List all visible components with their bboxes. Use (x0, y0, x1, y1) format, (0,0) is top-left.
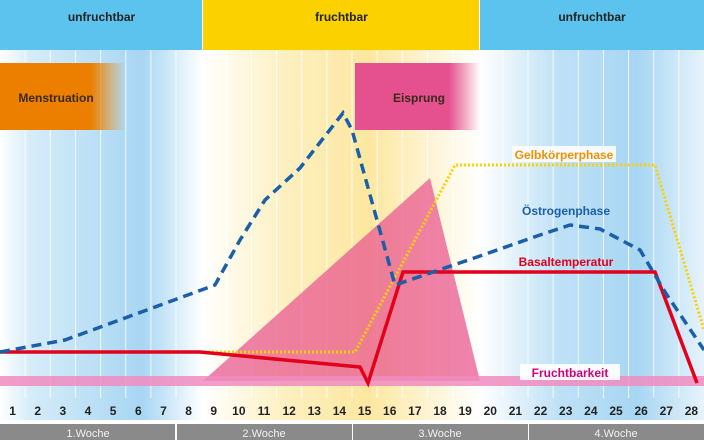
day-label: 25 (609, 404, 623, 418)
day-label: 2 (34, 404, 41, 418)
day-label: 24 (584, 404, 598, 418)
fertility-triangle (203, 178, 480, 381)
phase-band-label: unfruchtbar (558, 10, 626, 24)
fertility-band (0, 376, 704, 386)
fruchtbarkeit-label: Fruchtbarkeit (532, 366, 609, 380)
oestrogen-label: Östrogenphase (522, 203, 610, 218)
day-label: 4 (85, 404, 92, 418)
day-label: 18 (433, 404, 447, 418)
day-label: 16 (383, 404, 397, 418)
day-label: 11 (258, 404, 271, 418)
week-bar (353, 424, 528, 440)
week-label: 3.Woche (418, 428, 461, 440)
day-label: 21 (509, 404, 523, 418)
day-label: 12 (282, 404, 296, 418)
day-label: 10 (232, 404, 246, 418)
day-label: 13 (308, 404, 322, 418)
day-label: 3 (60, 404, 67, 418)
day-label: 9 (210, 404, 217, 418)
day-label: 5 (110, 404, 117, 418)
day-label: 15 (358, 404, 372, 418)
week-label: 4.Woche (594, 428, 637, 440)
phase-band-label: unfruchtbar (68, 10, 136, 24)
day-label: 17 (408, 404, 422, 418)
event-box (355, 63, 480, 130)
event-box (0, 63, 126, 130)
day-label: 8 (185, 404, 192, 418)
day-label: 22 (534, 404, 548, 418)
phase-band (0, 0, 202, 50)
day-label: 14 (333, 404, 347, 418)
day-label: 1 (9, 404, 16, 418)
gelbkoerper-curve (0, 163, 704, 354)
week-bar (0, 424, 175, 440)
day-label: 23 (559, 404, 573, 418)
day-label: 6 (135, 404, 142, 418)
phase-band (203, 0, 479, 50)
background-infertile-2 (480, 50, 704, 420)
day-label: 28 (685, 404, 699, 418)
day-label: 19 (458, 404, 472, 418)
gelbkoerper-label: Gelbkörperphase (515, 148, 614, 162)
day-label: 7 (160, 404, 167, 418)
event-label: Menstruation (18, 91, 93, 105)
day-label: 27 (660, 404, 674, 418)
day-label: 20 (484, 404, 498, 418)
day-label: 26 (634, 404, 648, 418)
week-label: 2.Woche (242, 428, 285, 440)
week-bar (529, 424, 704, 440)
phase-band-label: fruchtbar (315, 10, 368, 24)
event-label: Eisprung (393, 91, 445, 105)
phase-band (480, 0, 704, 50)
week-bar (177, 424, 352, 440)
basal-label: Basaltemperatur (519, 255, 614, 269)
week-label: 1.Woche (66, 428, 109, 440)
basal-curve (0, 270, 699, 388)
